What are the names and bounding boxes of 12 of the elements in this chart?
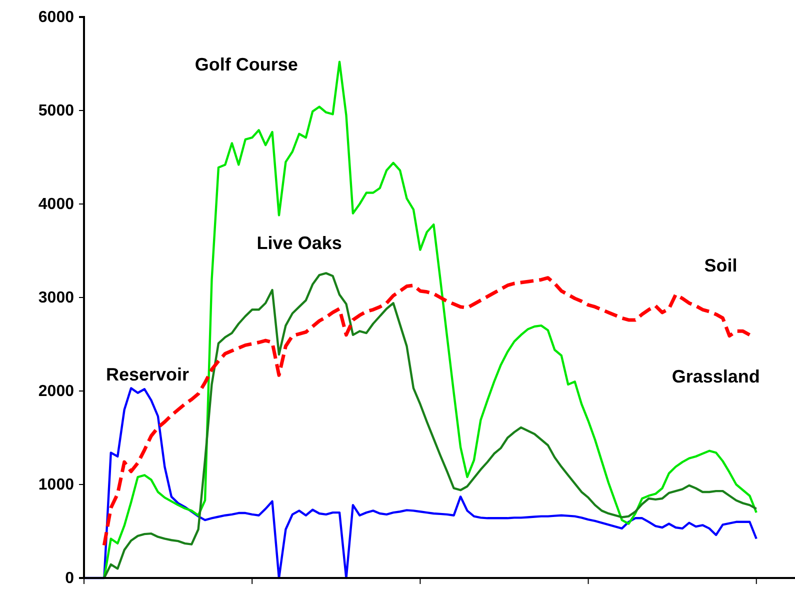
- y-tick-label: 0: [65, 570, 74, 588]
- text: Golf Course: [194, 54, 298, 74]
- y-tick-label: 4000: [38, 196, 74, 214]
- annotation: Grassland: [672, 366, 760, 386]
- y-tick-label: 1000: [38, 476, 74, 494]
- y-tick-label: 6000: [38, 9, 74, 26]
- y-tick-label: 5000: [38, 102, 74, 120]
- series-label: Soil: [704, 255, 738, 276]
- series-label: Reservoir: [106, 364, 190, 385]
- y-tick-label: 2000: [38, 383, 74, 400]
- y-tick-label: 3000: [38, 290, 74, 307]
- series-label: Live Oaks: [256, 232, 342, 253]
